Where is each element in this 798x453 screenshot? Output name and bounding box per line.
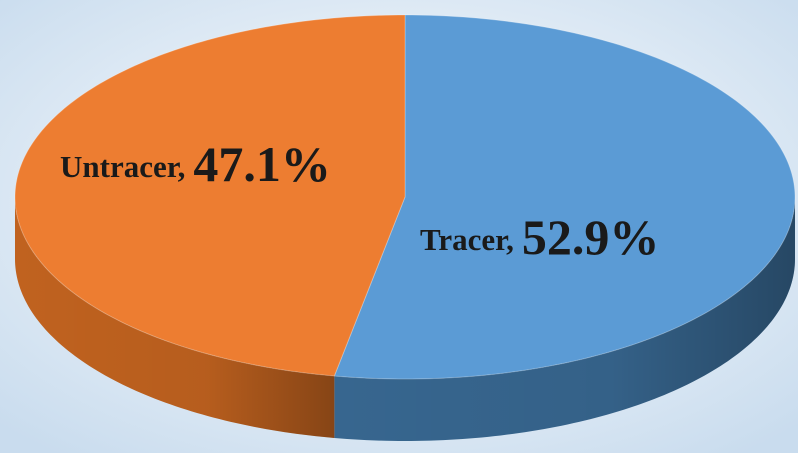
category-label: Tracer, bbox=[420, 222, 514, 257]
value-label: 52.9% bbox=[522, 209, 660, 265]
category-label: Untracer, bbox=[60, 149, 185, 184]
pie-slice bbox=[333, 14, 796, 380]
value-label: 47.1% bbox=[193, 136, 331, 192]
pie-side-shade bbox=[334, 197, 795, 441]
pie-side-shade bbox=[15, 197, 335, 438]
slice-label: Untracer, 47.1% bbox=[60, 136, 331, 192]
pie-slice bbox=[14, 14, 406, 377]
slice-label: Tracer, 52.9% bbox=[420, 209, 659, 265]
